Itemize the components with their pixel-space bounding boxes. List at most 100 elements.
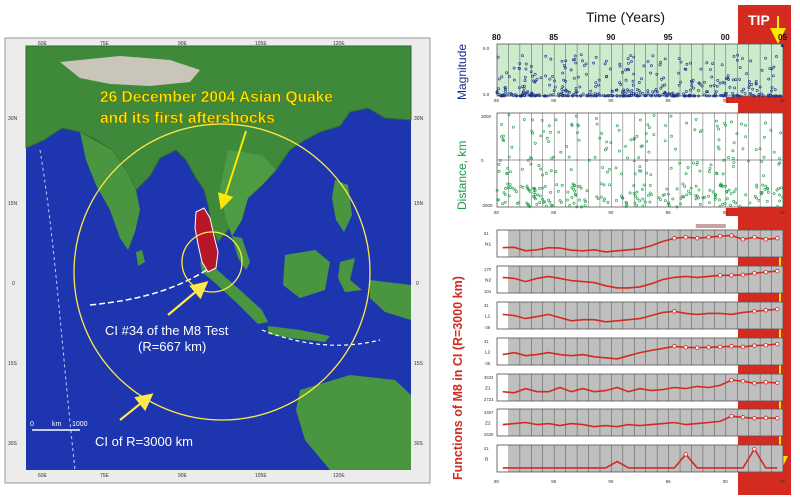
function-alarm-point (717, 273, 723, 278)
distance-point (692, 161, 695, 165)
function-alarm-point (683, 234, 688, 240)
function-name-N1: N1 (485, 242, 491, 248)
magnitude-point (579, 53, 583, 56)
distance-point (533, 193, 537, 196)
distance-point (715, 171, 718, 175)
distance-point (645, 140, 649, 143)
distance-point (649, 173, 653, 177)
function-y-top: 31 (484, 303, 489, 308)
magnitude-point (649, 71, 653, 75)
distance-point (532, 191, 536, 195)
magnitude-point (691, 86, 695, 90)
magnitude-point (561, 94, 564, 98)
magnitude-point (566, 90, 570, 94)
magnitude-point (713, 93, 717, 96)
distance-point (711, 190, 715, 194)
distance-point (646, 194, 650, 197)
magnitude-point (576, 75, 580, 79)
magnitude-point (604, 59, 608, 63)
magnitude-point (771, 94, 775, 98)
magnitude-point (557, 94, 561, 98)
distance-point (538, 201, 542, 204)
tip-label: TIP (748, 12, 770, 28)
magnitude-point (624, 91, 628, 95)
distance-point (748, 201, 752, 205)
distance-point (503, 200, 507, 204)
magnitude-point (552, 89, 556, 93)
magnitude-point (753, 94, 756, 98)
magnitude-point (659, 61, 663, 64)
magnitude-point (702, 93, 706, 97)
distance-point (744, 193, 748, 197)
magnitude-point (606, 94, 610, 97)
magnitude-point (544, 74, 548, 78)
magnitude-point (642, 64, 646, 68)
function-alarm-point (729, 377, 734, 383)
distance-point (498, 158, 502, 162)
distance-point (703, 195, 706, 199)
magnitude-point (710, 75, 714, 79)
distance-point (511, 125, 515, 129)
distance-x-tick-05: 05 (780, 210, 786, 215)
distance-point (511, 186, 515, 190)
magnitude-point (685, 62, 689, 66)
distance-point (572, 201, 576, 205)
magnitude-point (714, 90, 718, 94)
magnitude-point-mainshock (780, 44, 784, 48)
function-alarm-point (775, 236, 780, 241)
lon-tick-bottom-2: 75E (100, 473, 110, 479)
magnitude-point (514, 94, 518, 98)
magnitude-point (689, 61, 692, 65)
magnitude-point (571, 58, 575, 62)
magnitude-point (574, 87, 578, 90)
magnitude-point (635, 92, 639, 96)
distance-point (596, 197, 600, 201)
distance-point (531, 118, 534, 122)
distance-point (714, 193, 718, 197)
distance-point (650, 193, 653, 197)
distance-point (565, 198, 569, 202)
magnitude-point (629, 54, 632, 58)
function-panel-Z2: Z2 2457 2530 (484, 408, 784, 437)
magnitude-point (632, 72, 636, 76)
magnitude-point (517, 66, 521, 70)
magnitude-point (627, 61, 630, 65)
distance-point (504, 187, 507, 190)
distance-point (701, 196, 705, 200)
magnitude-point (650, 94, 653, 98)
magnitude-point (760, 92, 763, 96)
magnitude-point (731, 91, 734, 95)
distance-point (497, 169, 501, 173)
distance-point (732, 141, 736, 145)
distance-point (644, 159, 648, 162)
function-y-bottom: 104 (484, 289, 492, 294)
function-alarm-point (775, 268, 780, 274)
magnitude-point (524, 62, 528, 66)
magnitude-y-bottom: 5.0 (483, 92, 490, 97)
magnitude-point (708, 94, 711, 98)
distance-point (568, 204, 572, 208)
function-y-bottom: 2723 (484, 397, 494, 402)
function-alarm-point (752, 343, 757, 348)
distance-point (585, 189, 589, 193)
lat-tick-right-2: 15N (414, 201, 424, 207)
lon-tick-bottom-4: 105E (255, 473, 267, 479)
magnitude-point (728, 85, 732, 89)
distance-point (695, 162, 699, 166)
magnitude-point (770, 86, 774, 89)
lon-tick-top-2: 75E (100, 41, 110, 47)
ci-large-arrow (119, 393, 154, 421)
distance-point (501, 202, 505, 206)
magnitude-point (591, 93, 594, 97)
distance-point (632, 184, 636, 187)
distance-point (513, 188, 517, 192)
magnitude-point (609, 67, 612, 71)
distance-point (550, 156, 554, 160)
distance-point (643, 200, 647, 204)
magnitude-point (594, 81, 598, 84)
distance-point (779, 131, 783, 135)
magnitude-point (562, 64, 566, 67)
function-alarm-point (763, 415, 769, 421)
magnitude-point (779, 94, 782, 98)
magnitude-point (749, 93, 753, 97)
